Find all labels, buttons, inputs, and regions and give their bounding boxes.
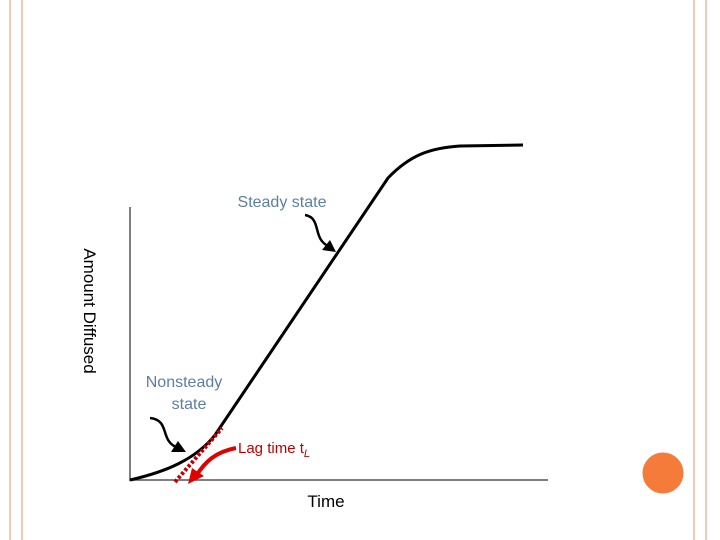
nonsteady-label: Nonsteady (146, 374, 223, 391)
tangent-line (173, 426, 224, 484)
steady-state-label: Steady state (238, 194, 327, 211)
x-axis-label: Time (307, 492, 344, 511)
nonsteady-label: state (172, 396, 207, 413)
steady-arrowhead (322, 240, 336, 252)
diffusion-curve (129, 143, 524, 482)
lag-time-label: Lag time tL (238, 440, 310, 460)
steady-arrow (304, 213, 329, 248)
lag-time-text: Lag time t (238, 440, 305, 457)
decor-circle (639, 449, 687, 497)
nonsteady-arrowhead (171, 441, 186, 452)
lag-arrowhead (188, 468, 204, 484)
nonsteady-arrow (149, 416, 177, 449)
lag-time-subscript: L (304, 448, 310, 460)
y-axis-label: Amount Diffused (80, 248, 99, 373)
